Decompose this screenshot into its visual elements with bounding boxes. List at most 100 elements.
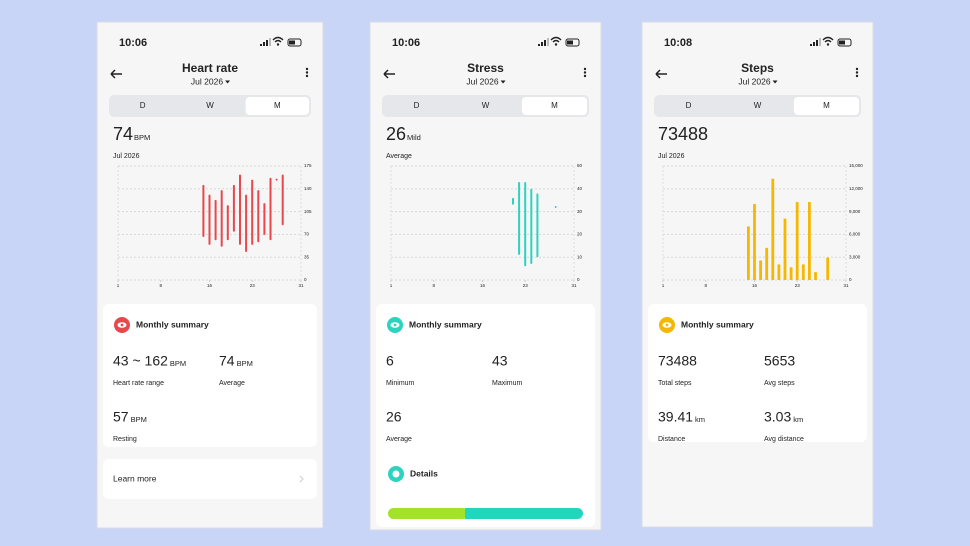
signal-bar: [263, 42, 265, 46]
range-bar: [524, 181, 527, 267]
y-tick-label: 3,000: [849, 254, 861, 259]
bar: [753, 204, 756, 280]
x-tick-label: 23: [523, 283, 529, 288]
stat-label: Average: [219, 380, 245, 387]
stat-unit: km: [793, 415, 803, 424]
main-value: 26: [386, 124, 406, 144]
wifi-icon: [272, 36, 284, 43]
main-unit: BPM: [134, 133, 150, 142]
stat-label: Average: [386, 436, 412, 443]
x-tick-label: 8: [159, 283, 162, 288]
back-button[interactable]: [655, 69, 667, 79]
stat-label: Heart rate range: [113, 380, 164, 387]
y-tick-label: 0: [577, 277, 580, 282]
back-button[interactable]: [110, 69, 122, 79]
link-card[interactable]: [103, 459, 317, 499]
range-bar: [536, 193, 539, 258]
range-bar: [281, 174, 284, 226]
y-tick-label: 50: [577, 163, 583, 168]
caption: Jul 2026: [658, 153, 685, 160]
x-tick-label: 31: [843, 283, 849, 288]
signal-bar: [269, 38, 271, 46]
y-tick-label: 140: [304, 186, 312, 191]
signal-bar: [260, 44, 262, 46]
range-bar: [512, 197, 514, 205]
stat-value: 73488: [658, 353, 697, 369]
x-tick-label: 31: [298, 283, 304, 288]
period-selector[interactable]: Jul 2026: [191, 76, 223, 86]
tab-selected: [794, 97, 859, 115]
tab-label[interactable]: D: [414, 101, 420, 110]
tab-label[interactable]: M: [823, 101, 830, 110]
range-bar: [220, 190, 223, 247]
signal-bar: [819, 38, 821, 46]
range-bar: [226, 205, 229, 241]
y-tick-label: 9,000: [849, 209, 861, 214]
summary-icon-pupil: [393, 323, 397, 327]
battery-level: [567, 40, 573, 45]
y-tick-label: 15,000: [849, 163, 863, 168]
x-tick-label: 1: [117, 283, 120, 288]
tab-selected: [522, 97, 587, 115]
bar: [771, 178, 775, 280]
tab-label[interactable]: W: [482, 101, 490, 110]
details-icon-inner: [392, 470, 400, 478]
x-tick-label: 16: [207, 283, 213, 288]
screen-title: Stress: [467, 61, 504, 75]
link-text[interactable]: Learn more: [113, 473, 157, 483]
range-bar: [257, 190, 260, 243]
y-tick-label: 12,000: [849, 186, 863, 191]
stat-value: 3.03: [764, 409, 791, 425]
range-bar: [232, 184, 235, 232]
stat-label: Avg steps: [764, 380, 795, 387]
tab-label[interactable]: M: [551, 101, 558, 110]
tab-selected: [245, 97, 309, 115]
signal-bar: [810, 44, 812, 46]
y-tick-label: 175: [304, 163, 312, 168]
x-tick-label: 23: [250, 283, 256, 288]
summary-card: [376, 304, 595, 527]
stat-value: 43 ~ 162: [113, 353, 168, 369]
main-unit: Mild: [407, 133, 421, 142]
signal-bar: [541, 42, 543, 46]
period-caret: [225, 80, 231, 84]
period-caret: [500, 80, 506, 84]
bar: [789, 267, 793, 280]
back-button[interactable]: [383, 69, 395, 79]
period-selector[interactable]: Jul 2026: [466, 76, 498, 86]
tab-label[interactable]: D: [140, 101, 146, 110]
range-bar: [214, 199, 217, 241]
y-tick-label: 40: [577, 186, 583, 191]
stress-bar-join: [465, 508, 473, 519]
x-tick-label: 16: [480, 283, 486, 288]
tab-label[interactable]: W: [754, 101, 762, 110]
main-value: 73488: [658, 124, 708, 144]
signal-bar: [544, 40, 546, 46]
stat-label: Distance: [658, 436, 685, 443]
stat-label: Resting: [113, 436, 137, 443]
summary-title: Monthly summary: [136, 319, 209, 329]
menu-dot: [305, 74, 309, 78]
period-selector[interactable]: Jul 2026: [738, 76, 770, 86]
status-time: 10:08: [664, 37, 692, 49]
tab-label[interactable]: W: [206, 101, 214, 110]
y-tick-label: 10: [577, 254, 583, 259]
bar: [814, 272, 817, 280]
tab-label[interactable]: D: [686, 101, 692, 110]
menu-dot: [855, 74, 859, 78]
stat-label: Minimum: [386, 380, 415, 387]
stat-unit: BPM: [170, 359, 186, 368]
battery: [565, 38, 580, 47]
stat-value: 43: [492, 353, 508, 369]
y-tick-label: 70: [304, 232, 310, 237]
x-tick-label: 1: [662, 283, 665, 288]
link-chevron: [299, 475, 304, 483]
stat-value: 57: [113, 409, 129, 425]
x-tick-label: 23: [795, 283, 801, 288]
signal-bar: [538, 44, 540, 46]
main-value: 74: [113, 124, 133, 144]
tab-label[interactable]: M: [274, 101, 281, 110]
details-title[interactable]: Details: [410, 468, 438, 478]
